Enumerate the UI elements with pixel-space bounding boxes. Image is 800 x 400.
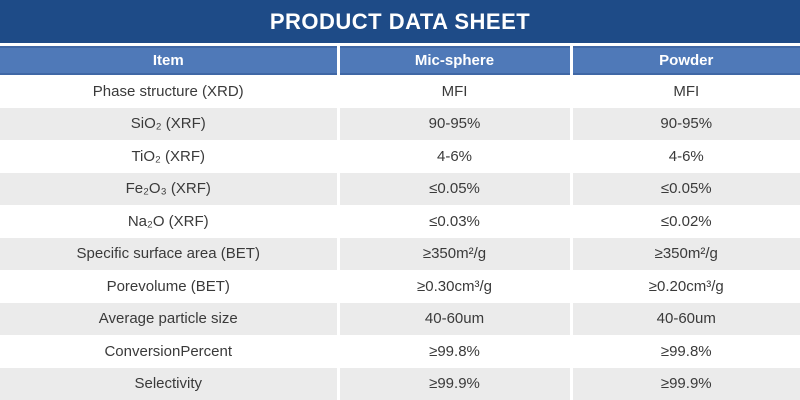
- row-mic-sphere-value: ≥99.8%: [336, 335, 571, 368]
- row-item-label: TiO₂ (XRF): [0, 140, 338, 173]
- table-row: SiO₂ (XRF) 90-95% 90-95%: [0, 107, 800, 140]
- row-item-label: SiO₂ (XRF): [0, 107, 338, 140]
- row-powder-value: ≥0.20cm³/g: [569, 270, 800, 303]
- row-item-label: Porevolume (BET): [0, 270, 338, 303]
- table-row: Phase structure (XRD) MFI MFI: [0, 74, 800, 108]
- row-powder-value: ≥99.8%: [569, 335, 800, 368]
- page-title: PRODUCT DATA SHEET: [269, 8, 531, 34]
- title-divider: [0, 43, 800, 46]
- row-item-label: Selectivity: [0, 367, 338, 400]
- column-header-powder: Powder: [569, 46, 800, 75]
- table-row: Average particle size 40-60um 40-60um: [0, 302, 800, 335]
- row-item-label: Fe₂O₃ (XRF): [0, 172, 338, 205]
- data-table: Item Mic-sphere Powder Phase structure (…: [0, 46, 800, 400]
- table-row: Selectivity ≥99.9% ≥99.9%: [0, 367, 800, 400]
- row-mic-sphere-value: ≤0.05%: [336, 172, 571, 205]
- column-header-item: Item: [0, 46, 338, 75]
- row-mic-sphere-value: ≥99.9%: [336, 367, 571, 400]
- row-item-label: Phase structure (XRD): [0, 74, 338, 108]
- row-mic-sphere-value: ≤0.03%: [336, 205, 571, 238]
- row-powder-value: ≥350m²/g: [569, 237, 800, 270]
- row-item-label: Specific surface area (BET): [0, 237, 338, 270]
- row-mic-sphere-value: ≥0.30cm³/g: [336, 270, 571, 303]
- row-mic-sphere-value: 40-60um: [336, 302, 571, 335]
- table-row: ConversionPercent ≥99.8% ≥99.8%: [0, 335, 800, 368]
- row-powder-value: 4-6%: [569, 140, 800, 173]
- row-item-label: Na₂O (XRF): [0, 205, 338, 238]
- row-powder-value: ≤0.05%: [569, 172, 800, 205]
- row-mic-sphere-value: 4-6%: [336, 140, 571, 173]
- row-mic-sphere-value: ≥350m²/g: [336, 237, 571, 270]
- row-item-label: Average particle size: [0, 302, 338, 335]
- table-row: Fe₂O₃ (XRF) ≤0.05% ≤0.05%: [0, 172, 800, 205]
- table-row: TiO₂ (XRF) 4-6% 4-6%: [0, 140, 800, 173]
- table-row: Porevolume (BET) ≥0.30cm³/g ≥0.20cm³/g: [0, 270, 800, 303]
- table-header-row: Item Mic-sphere Powder: [0, 46, 800, 75]
- row-item-label: ConversionPercent: [0, 335, 338, 368]
- row-powder-value: 90-95%: [569, 107, 800, 140]
- row-powder-value: MFI: [569, 74, 800, 108]
- row-powder-value: 40-60um: [569, 302, 800, 335]
- title-bar: PRODUCT DATA SHEET: [0, 0, 800, 43]
- column-header-mic-sphere: Mic-sphere: [336, 46, 571, 75]
- row-mic-sphere-value: MFI: [336, 74, 571, 108]
- row-powder-value: ≥99.9%: [569, 367, 800, 400]
- table-row: Na₂O (XRF) ≤0.03% ≤0.02%: [0, 205, 800, 238]
- row-mic-sphere-value: 90-95%: [336, 107, 571, 140]
- row-powder-value: ≤0.02%: [569, 205, 800, 238]
- table-row: Specific surface area (BET) ≥350m²/g ≥35…: [0, 237, 800, 270]
